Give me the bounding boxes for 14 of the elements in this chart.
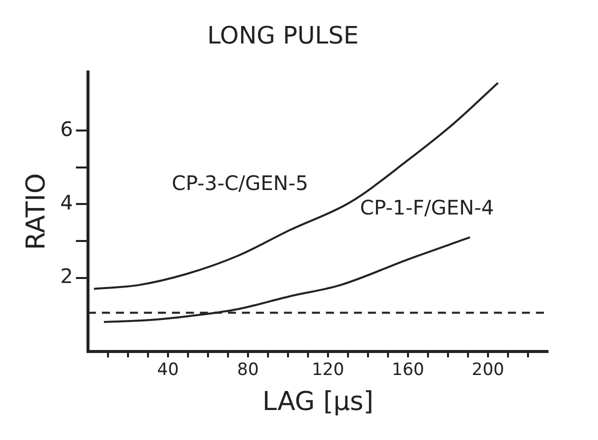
line-series [92,82,499,290]
x-tick-label: 80 [237,360,259,380]
y-axis-title: RATIO [21,173,52,250]
chart-title: LONG PULSE [207,22,359,50]
x-tick-label: 120 [312,360,344,380]
y-tick-label: 6 [60,116,73,141]
y-tick-label: 2 [60,264,73,288]
x-tick-label: 200 [472,360,504,380]
x-tick-label: 40 [157,360,179,380]
x-axis-title: LAG [μs] [262,387,374,418]
x-tick-label: 160 [392,360,424,380]
series-label: CP-3-C/GEN-5 [172,171,308,196]
series-label: CP-1-F/GEN-4 [360,196,494,220]
y-tick-label: 4 [60,190,73,214]
